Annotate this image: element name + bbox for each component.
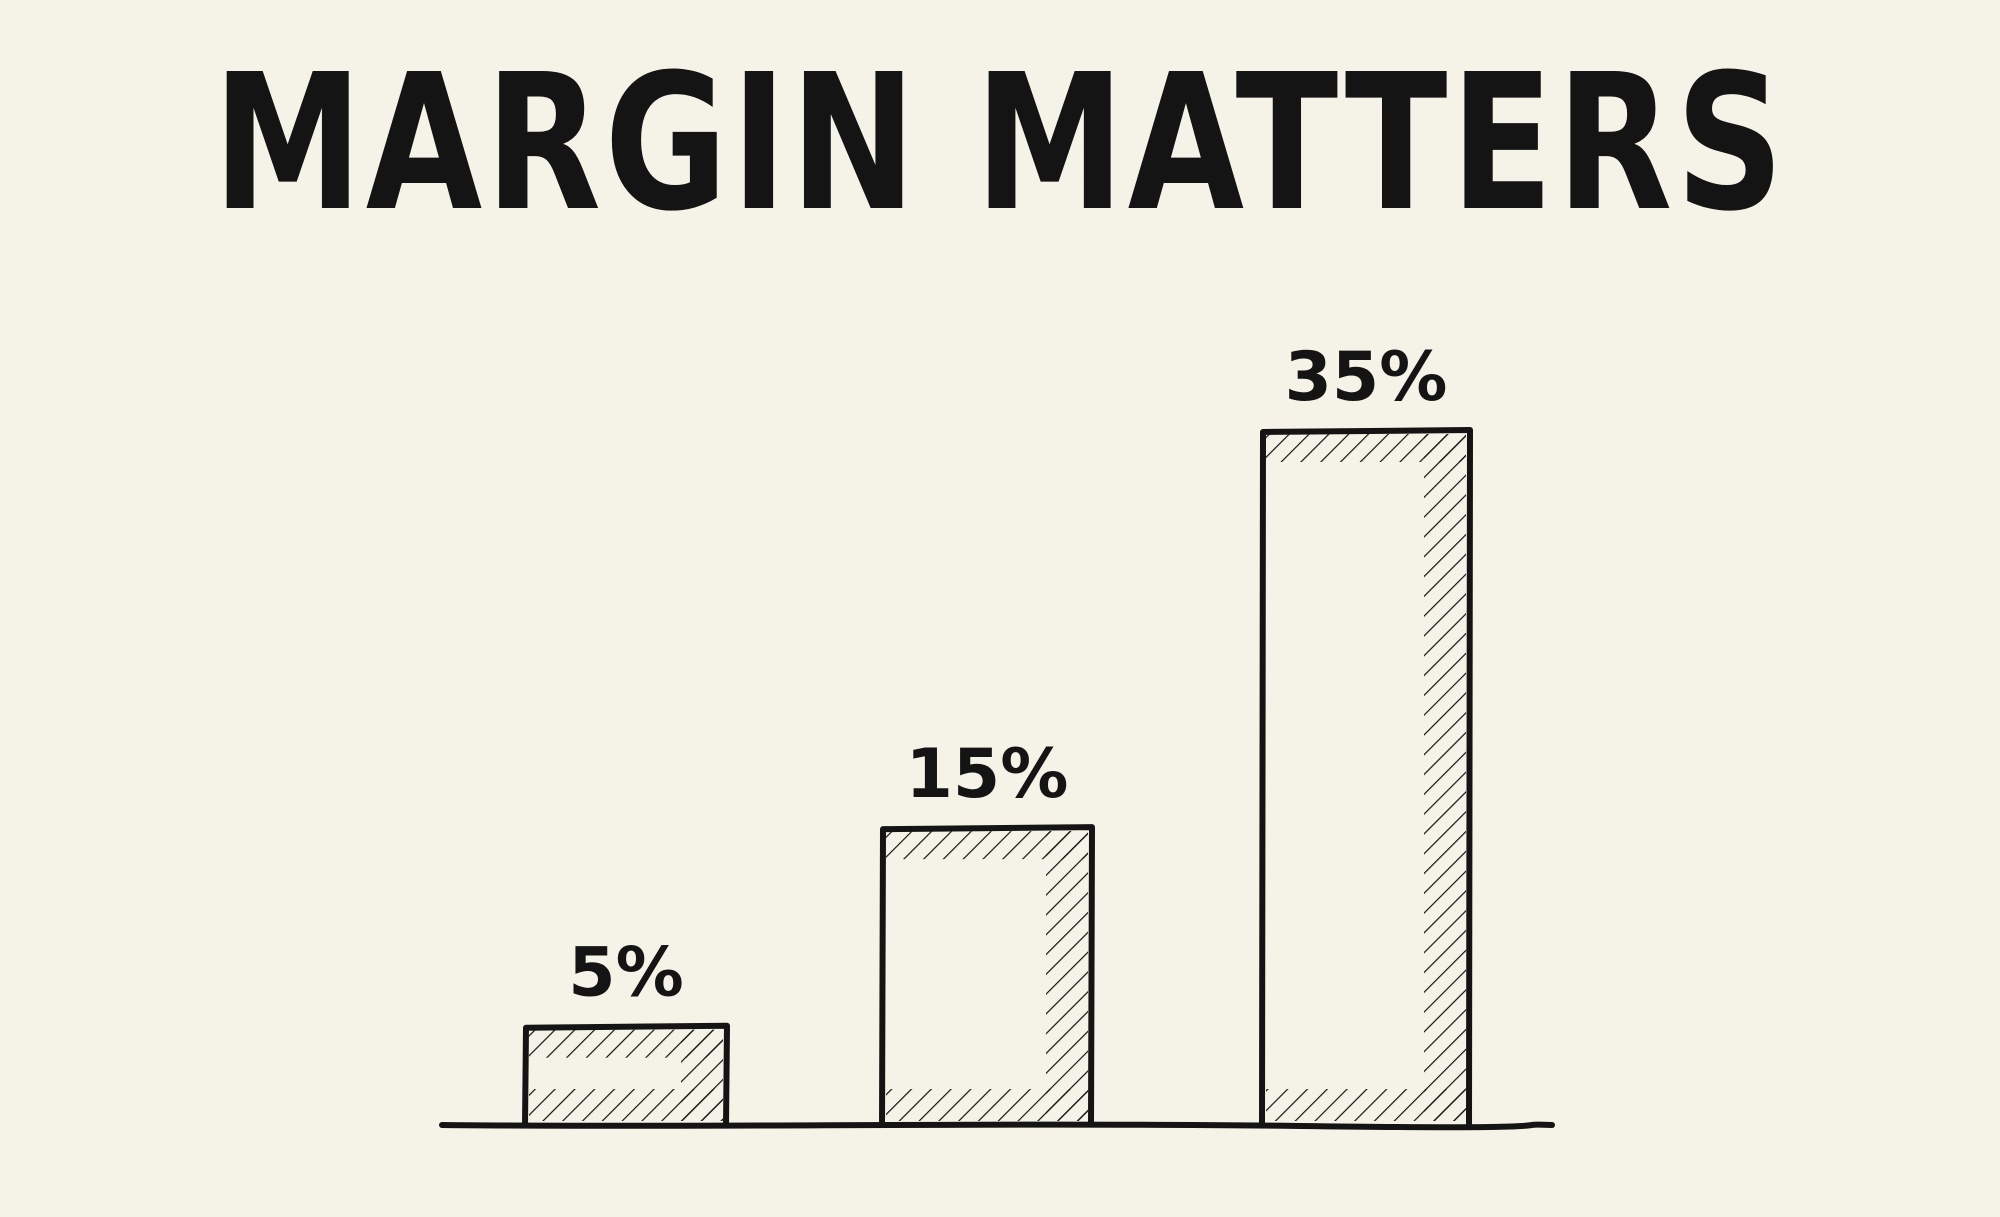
- bar-shading-side: [1046, 831, 1088, 1121]
- bar-3: 35%: [1259, 338, 1473, 1126]
- bar-value-label: 35%: [1285, 338, 1448, 417]
- bar-shading-bottom: [1266, 1089, 1466, 1121]
- bar-outline: [1259, 427, 1473, 1126]
- bar-shading-bottom: [529, 1089, 723, 1121]
- bar-shading-bottom: [886, 1089, 1088, 1121]
- bar-2: 15%: [879, 735, 1095, 1126]
- bars-layer: 5% 15% 35%: [522, 338, 1473, 1126]
- bar-value-label: 15%: [906, 735, 1069, 814]
- bar-value-label: 5%: [568, 934, 683, 1013]
- x-axis-baseline: [439, 1121, 1555, 1131]
- bar-outline: [522, 1022, 730, 1126]
- bar-shading-side: [1424, 434, 1466, 1121]
- bar-1: 5%: [522, 934, 730, 1126]
- bar-outline: [879, 824, 1095, 1126]
- chart-title: MARGIN MATTERS: [212, 34, 1788, 253]
